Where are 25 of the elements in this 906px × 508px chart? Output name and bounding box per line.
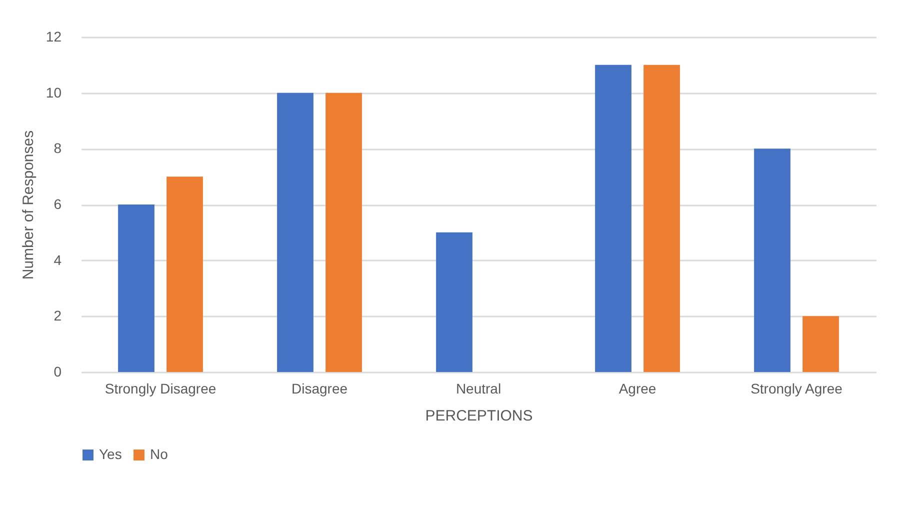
bar: [166, 176, 203, 372]
bar: [754, 148, 790, 372]
x-tick-label: Disagree: [291, 380, 348, 396]
x-tick-label: Neutral: [456, 380, 502, 396]
bar: [436, 232, 472, 372]
y-tick-label: 2: [54, 308, 62, 324]
y-tick-label: 4: [54, 252, 62, 268]
y-tick-label: 12: [46, 28, 62, 44]
bar: [277, 92, 314, 372]
y-tick-label: 0: [54, 364, 62, 380]
bar: [644, 64, 680, 372]
x-tick-label: Agree: [618, 380, 656, 396]
x-tick-label: Strongly Agree: [750, 380, 843, 396]
bar: [802, 316, 839, 372]
legend-label: No: [150, 446, 168, 462]
bar: [595, 64, 632, 372]
y-tick-label: 10: [46, 84, 62, 100]
y-tick-label: 8: [54, 140, 62, 156]
legend-label: Yes: [99, 446, 122, 462]
x-tick-label: Strongly Disagree: [104, 380, 216, 396]
bar: [326, 92, 362, 372]
bar: [118, 204, 154, 372]
y-axis-title: Number of Responses: [20, 130, 37, 280]
x-axis-title: PERCEPTIONS: [425, 408, 533, 424]
y-tick-label: 6: [54, 196, 62, 212]
